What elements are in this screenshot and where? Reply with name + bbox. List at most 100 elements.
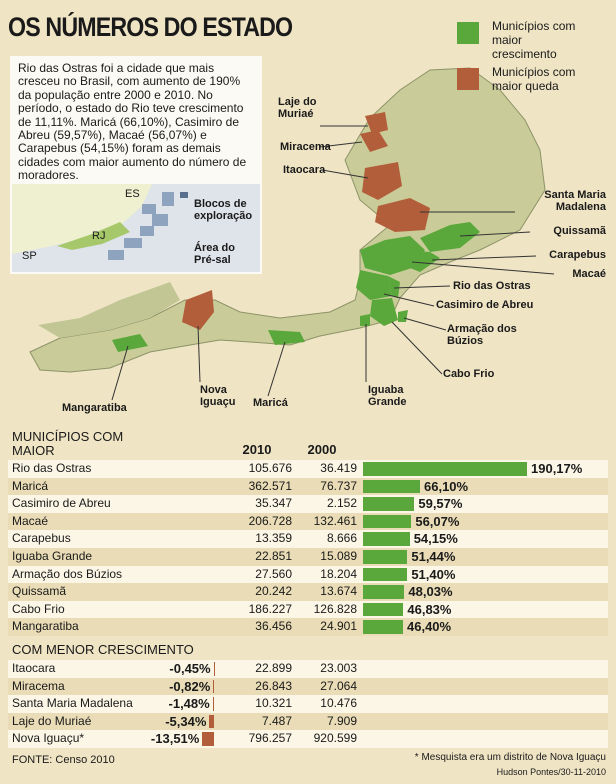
note: * Mesquista era um distrito de Nova Igua… (414, 752, 606, 763)
area-macae (360, 236, 425, 275)
bar-label: 54,15% (413, 531, 458, 547)
bar-label: 51,44% (411, 549, 456, 564)
bar (212, 697, 214, 711)
cell-2010: 22.899 (255, 661, 292, 675)
table-row (8, 583, 608, 601)
table-row (8, 565, 608, 584)
bar-label: 190,17% (531, 461, 583, 476)
cell-name: Rio das Ostras (12, 461, 92, 475)
cell-2010: 27.560 (255, 566, 292, 581)
inset-label: ES (125, 188, 140, 200)
bar (363, 462, 527, 476)
area-casimiro (356, 270, 392, 300)
area-itaocara (362, 162, 402, 200)
table-row (8, 660, 608, 678)
legend-label: Municípios com maior queda (492, 65, 576, 93)
cell-2010: 362.571 (248, 478, 292, 493)
inset-label: SP (22, 250, 37, 262)
bar (213, 679, 214, 694)
cell-2010: 10.321 (255, 696, 292, 711)
legend-label: Municípios com maior crescimento (492, 19, 576, 61)
cell-name: Macaé (12, 513, 49, 528)
cell-name: Cabo Frio (12, 601, 65, 616)
area-carapebus (405, 250, 440, 272)
cell-name: Santa Maria Madalena (12, 696, 133, 711)
map-label: Armação dos Búzios (447, 323, 517, 347)
bar (363, 497, 415, 511)
cell-2010: 22.851 (255, 549, 292, 563)
bar-label: -5,34% (165, 713, 207, 729)
bar (363, 620, 403, 634)
cell-2000: 36.419 (320, 461, 357, 475)
table-row (8, 548, 608, 566)
cell-2010: 7.487 (261, 713, 292, 728)
cell-2010: 36.456 (255, 619, 292, 634)
bar-label: 56,07% (415, 513, 460, 529)
table-row (8, 677, 608, 696)
bar-label: -0,45% (169, 661, 211, 676)
bar-label: 59,57% (418, 496, 463, 512)
state-shape (29, 67, 546, 373)
bar (363, 602, 404, 617)
cell-name: Itaocara (12, 661, 56, 675)
cell-name: Laje do Muriaé (12, 713, 92, 728)
map-label: Casimiro de Abreu (436, 299, 534, 311)
area-buzios (398, 310, 408, 322)
cell-name: Quissamã (12, 584, 67, 599)
cell-name: Carapebus (12, 531, 71, 546)
bar-label: 46,83% (407, 601, 452, 617)
bar (202, 732, 214, 746)
cell-2000: 132.461 (313, 513, 357, 528)
cell-2010: 186.227 (248, 601, 292, 616)
cell-2010: 206.728 (248, 513, 292, 528)
map-label: Santa Maria Madalena (544, 189, 606, 213)
table-row (8, 695, 608, 713)
cell-2000: 2.152 (326, 496, 357, 511)
area-nova-iguacu (182, 290, 214, 330)
legend-swatch (457, 68, 479, 90)
map-label: Mangaratiba (62, 402, 127, 414)
cell-2010: 13.359 (255, 531, 292, 546)
map-label: Carapebus (549, 249, 606, 261)
map (29, 67, 555, 401)
cell-2010: 35.347 (255, 496, 292, 511)
area-mangaratiba (112, 334, 148, 352)
map-label: Nova Iguaçu (200, 384, 236, 408)
area-cabo-frio (370, 298, 398, 326)
cell-2000: 15.089 (320, 549, 357, 563)
bar (363, 479, 420, 494)
map-label: Cabo Frio (443, 368, 495, 380)
area-laje (365, 112, 388, 134)
bar-label: 51,40% (411, 566, 456, 582)
cell-2000: 7.909 (326, 713, 357, 728)
inset-label: RJ (92, 230, 106, 242)
bar-label: 48,03% (408, 584, 453, 600)
table-row (8, 512, 608, 531)
cell-2000: 13.674 (320, 584, 357, 599)
column-header: 2010 (242, 442, 272, 457)
area-marica (268, 330, 305, 345)
title: OS NÚMEROS DO ESTADO (8, 12, 293, 42)
bar-label: -1,48% (168, 696, 210, 712)
table-row (8, 618, 608, 636)
cell-2010: 20.242 (255, 584, 292, 599)
inset-label: Blocos de exploração (194, 198, 253, 222)
cell-name: Mangaratiba (12, 619, 79, 634)
bar (363, 550, 408, 564)
cell-2000: 76.737 (320, 478, 357, 493)
map-label: Miracema (280, 141, 331, 153)
area-santa-maria (375, 198, 430, 232)
area-quissama (420, 222, 480, 252)
relief (38, 282, 180, 338)
cell-2000: 920.599 (313, 731, 357, 746)
cell-name: Casimiro de Abreu (12, 496, 111, 511)
source: FONTE: Censo 2010 (12, 754, 115, 766)
column-header: 2000 (307, 442, 337, 457)
area-rio-ostras (388, 276, 400, 298)
cell-2000: 18.204 (320, 566, 357, 581)
leader-lines (111, 125, 555, 401)
intro-text: Rio das Ostras foi a cidade que mais cre… (18, 61, 247, 183)
cell-2010: 796.257 (248, 731, 292, 746)
map-label: Macaé (572, 268, 606, 280)
